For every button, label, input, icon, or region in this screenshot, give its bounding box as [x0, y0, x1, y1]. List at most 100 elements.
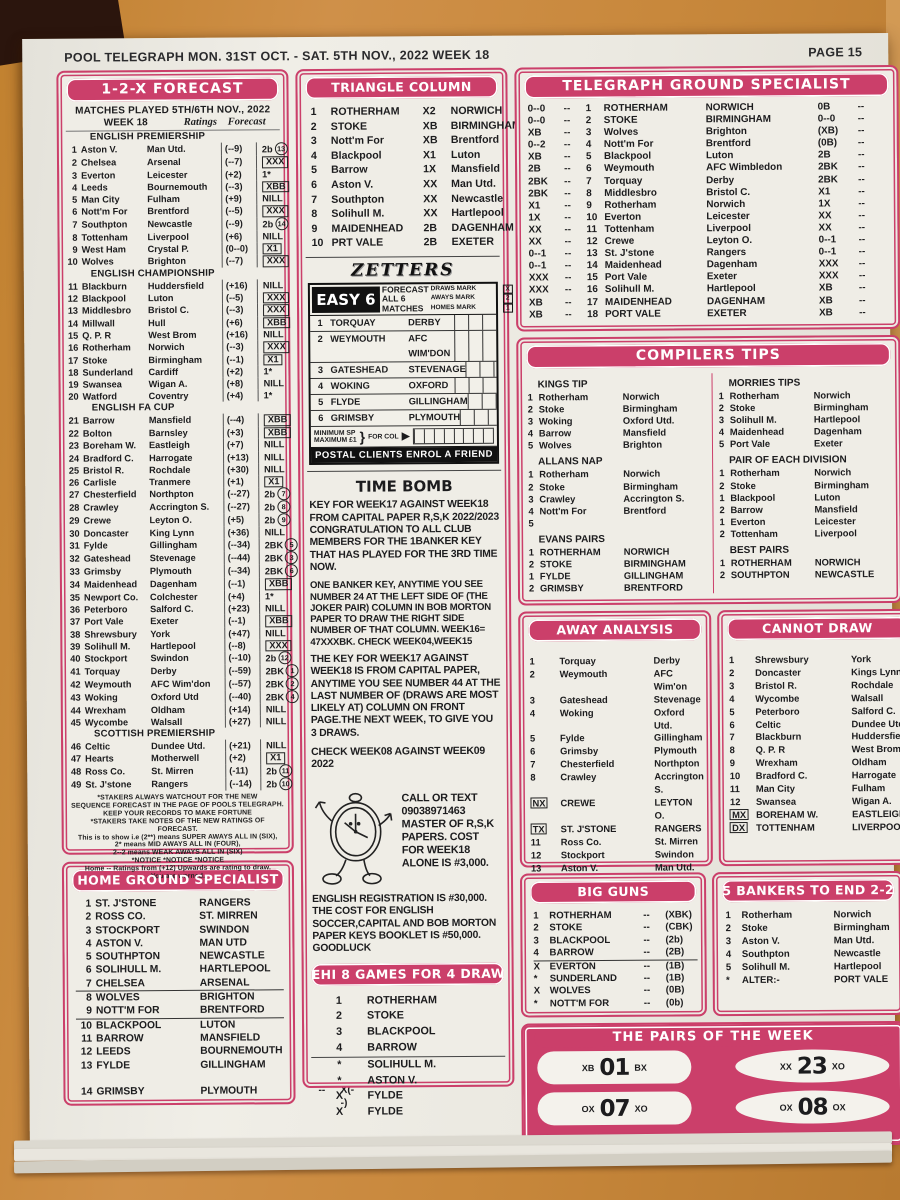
away-team: Birmingham [623, 480, 679, 492]
away-team: EXETER [707, 307, 747, 319]
forecast-code: (CBK) [665, 921, 693, 933]
forecast-value: 2BK 1 [261, 664, 299, 678]
away-team: Brentford [705, 138, 751, 150]
away-team: Accrington S. [654, 770, 704, 795]
bankers-body: 1 Rotherham Norwich 2 Stoke Birmingham 3 Aston … [721, 905, 895, 987]
away-team: Birmingham [813, 401, 869, 413]
home-team: GRIMSBY [96, 1086, 145, 1098]
away-team: Wigan A. [148, 379, 188, 390]
forecast-code: X1 [264, 475, 284, 488]
forecast-circle-number: 8 [277, 500, 291, 514]
tips-row: 5 [528, 516, 706, 529]
match-number: 31 [69, 540, 80, 552]
left-code: 0--2 [527, 139, 546, 151]
right-code: 2BK [818, 161, 838, 173]
match-number: 45 [70, 717, 81, 729]
dash-mark: -- [857, 149, 865, 161]
team-name: ROTHERHAM [549, 909, 612, 922]
away-team: Rochdale [851, 678, 894, 691]
rating-value: (--3) [222, 340, 259, 354]
forecast-row: 45 Wycombe Walsall (+27) NILL [70, 715, 286, 730]
forecast-value: X1 [261, 752, 286, 765]
forecast-code: NILL [264, 463, 285, 474]
away-team: Dagenham [706, 259, 758, 271]
away-team: Harrogate [149, 452, 193, 463]
away-team: LUTON [199, 1019, 236, 1031]
match-number: 1 [585, 103, 592, 115]
home-team: SOLIHULL M. [95, 964, 162, 977]
forecast-code: (1B) [665, 972, 685, 984]
banker-row: 4 Southpton Newcastle [726, 947, 896, 961]
forecast-code: (0B) [665, 984, 685, 997]
match-number: 14 [586, 260, 598, 272]
home-team: Solihull M. [741, 961, 790, 974]
team-name: EVERTON [549, 960, 596, 973]
home-team: Torquay [604, 175, 643, 187]
home-team: FYLDE [96, 1059, 131, 1072]
marker-code: 13 [530, 861, 542, 874]
marker: 7 [530, 759, 560, 772]
mark-cell [467, 394, 482, 410]
rating-value: (+16) [221, 279, 258, 292]
match-number: 5 [528, 517, 534, 529]
marker-code: 7 [729, 731, 735, 743]
home-team: Man City [755, 782, 795, 794]
left-code: XX [528, 224, 542, 236]
zetters-match-row: 5 FLYDE GILLINGHAM [310, 394, 510, 412]
rating-value: (0--0) [221, 242, 258, 255]
home-team [539, 517, 623, 530]
match-number: 29 [69, 515, 80, 526]
home-team: Rotherham [604, 199, 657, 211]
rating-value: (--34) [223, 538, 260, 552]
team-name: ASTON V. [367, 1073, 418, 1087]
ehi-row: * ASTON V. [311, 1072, 505, 1089]
for-col-label: FOR COL [368, 433, 399, 441]
home-team: ROSS CO. [95, 911, 146, 923]
compilers-left-column: KINGS TIP 1 Rotherham Norwich 2 Stoke Birmingh… [527, 373, 707, 595]
away-team: West Brom [851, 743, 900, 755]
right-code: (0B) [817, 137, 838, 149]
home-team: Nott'm For [603, 138, 654, 151]
marker: 5 [729, 706, 755, 719]
left-code: 2BK [528, 175, 548, 188]
forecast-code: 1* [264, 591, 274, 602]
home-team: Wolves [603, 126, 639, 139]
stake-cell [473, 429, 484, 444]
home-team: Fylde [83, 540, 108, 551]
home-team: Bradford C. [83, 452, 134, 464]
rating-value: (--44) [223, 551, 260, 566]
time-bomb-paragraph-1: KEY FOR WEEK17 AGAINST WEEK18 FROM CAPIT… [309, 499, 500, 573]
zetters-stake-row: MINIMUM SP MAXIMUM £1 } FOR COL ▶ [310, 426, 497, 449]
rating-value: (+5) [223, 513, 260, 527]
rating-value: (+7) [222, 438, 260, 452]
rating-value: (+16) [222, 328, 259, 341]
dash-mark: -- [643, 972, 651, 984]
forecast-code: NILL [265, 603, 286, 614]
home-team: Maidenhead [604, 259, 662, 272]
zetters-logo: ZETTERS [350, 259, 455, 281]
home-team: ALTER:- [741, 974, 780, 987]
away-team: King Lynn [149, 528, 195, 539]
cannot-body: 1 Shrewsbury York 2 Doncaster Kings Lynn 3 Bris… [727, 643, 900, 835]
home-team: Crawley [560, 771, 597, 783]
marker-code: DX [730, 821, 748, 834]
dash-mark: -- [564, 187, 571, 199]
forecast-circle-number: 2 [285, 677, 300, 691]
home-team: Tottenham [604, 223, 655, 235]
mark-cell [465, 362, 480, 378]
home-team: Stoke [741, 922, 768, 935]
rating-value: (+2) [225, 751, 262, 765]
time-bomb-paragraph-2: ONE BANKER KEY, ANYTIME YOU SEE NUMBER 2… [309, 579, 492, 648]
forecast-value: 2b 8 [259, 500, 291, 514]
home-team: GATESHEAD [330, 364, 389, 376]
match-number: 38 [70, 629, 81, 640]
triangle-code: 1X [423, 163, 437, 176]
away-team: Hartlepool [706, 283, 756, 295]
away-team: PLYMOUTH [200, 1085, 258, 1097]
home-team: Everton [604, 211, 642, 223]
home-team: Man City [81, 194, 120, 205]
right-code: 0--0 [817, 113, 836, 125]
rating-value: (--8) [224, 638, 261, 652]
analysis-row: 1 Torquay Derby [529, 654, 703, 668]
